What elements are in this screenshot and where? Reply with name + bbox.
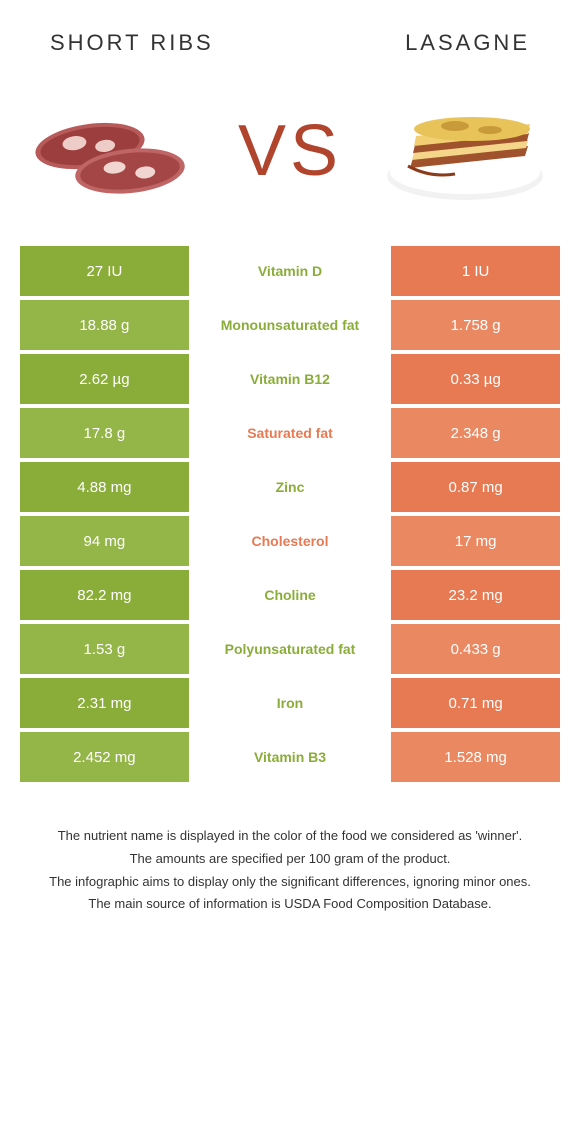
table-row: 2.31 mgIron0.71 mg: [20, 678, 560, 728]
table-row: 2.62 µgVitamin B120.33 µg: [20, 354, 560, 404]
table-row: 94 mgCholesterol17 mg: [20, 516, 560, 566]
cell-right-value: 1.528 mg: [391, 732, 560, 782]
cell-left-value: 1.53 g: [20, 624, 189, 674]
cell-nutrient-name: Choline: [189, 570, 392, 620]
footer-line: The amounts are specified per 100 gram o…: [30, 849, 550, 870]
table-row: 2.452 mgVitamin B31.528 mg: [20, 732, 560, 782]
cell-right-value: 0.433 g: [391, 624, 560, 674]
cell-nutrient-name: Cholesterol: [189, 516, 392, 566]
cell-nutrient-name: Vitamin D: [189, 246, 392, 296]
cell-nutrient-name: Iron: [189, 678, 392, 728]
cell-left-value: 2.62 µg: [20, 354, 189, 404]
cell-left-value: 18.88 g: [20, 300, 189, 350]
infographic-container: SHORT RIBS LASAGNE VS: [0, 0, 580, 1144]
cell-nutrient-name: Vitamin B3: [189, 732, 392, 782]
table-row: 4.88 mgZinc0.87 mg: [20, 462, 560, 512]
titles-row: SHORT RIBS LASAGNE: [0, 0, 580, 66]
table-row: 27 IUVitamin D1 IU: [20, 246, 560, 296]
cell-left-value: 82.2 mg: [20, 570, 189, 620]
cell-right-value: 0.33 µg: [391, 354, 560, 404]
cell-right-value: 17 mg: [391, 516, 560, 566]
table-row: 18.88 gMonounsaturated fat1.758 g: [20, 300, 560, 350]
cell-nutrient-name: Polyunsaturated fat: [189, 624, 392, 674]
cell-left-value: 4.88 mg: [20, 462, 189, 512]
cell-nutrient-name: Monounsaturated fat: [189, 300, 392, 350]
title-right: LASAGNE: [405, 30, 530, 56]
cell-left-value: 2.452 mg: [20, 732, 189, 782]
footer-line: The infographic aims to display only the…: [30, 872, 550, 893]
footer-line: The main source of information is USDA F…: [30, 894, 550, 915]
cell-right-value: 2.348 g: [391, 408, 560, 458]
table-row: 82.2 mgCholine23.2 mg: [20, 570, 560, 620]
cell-left-value: 27 IU: [20, 246, 189, 296]
cell-right-value: 23.2 mg: [391, 570, 560, 620]
food-image-left: [30, 91, 200, 211]
cell-nutrient-name: Zinc: [189, 462, 392, 512]
cell-right-value: 1 IU: [391, 246, 560, 296]
cell-nutrient-name: Vitamin B12: [189, 354, 392, 404]
footer-notes: The nutrient name is displayed in the co…: [0, 786, 580, 915]
cell-right-value: 1.758 g: [391, 300, 560, 350]
cell-left-value: 94 mg: [20, 516, 189, 566]
footer-line: The nutrient name is displayed in the co…: [30, 826, 550, 847]
vs-label: VS: [238, 110, 342, 192]
cell-right-value: 0.87 mg: [391, 462, 560, 512]
cell-nutrient-name: Saturated fat: [189, 408, 392, 458]
cell-left-value: 2.31 mg: [20, 678, 189, 728]
cell-left-value: 17.8 g: [20, 408, 189, 458]
table-row: 1.53 gPolyunsaturated fat0.433 g: [20, 624, 560, 674]
cell-right-value: 0.71 mg: [391, 678, 560, 728]
food-image-right: [380, 91, 550, 211]
table-row: 17.8 gSaturated fat2.348 g: [20, 408, 560, 458]
comparison-table: 27 IUVitamin D1 IU18.88 gMonounsaturated…: [0, 246, 580, 782]
title-left: SHORT RIBS: [50, 30, 214, 56]
vs-row: VS: [0, 66, 580, 246]
